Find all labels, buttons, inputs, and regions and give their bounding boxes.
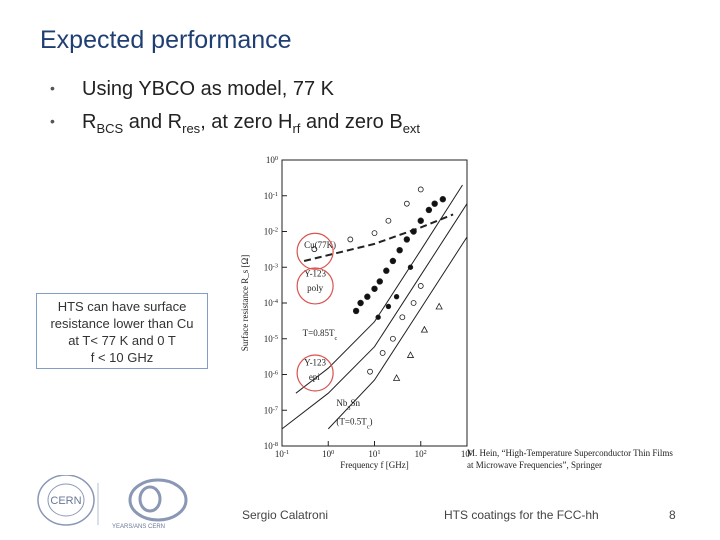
callout-line: at T< 77 K and 0 T <box>68 333 176 348</box>
data-point <box>425 206 433 214</box>
callout-line: f < 10 GHz <box>90 350 154 365</box>
callout-line: HTS can have surface <box>57 299 187 314</box>
data-point <box>392 374 401 381</box>
annotation-cu: Cu(77K) <box>304 240 336 250</box>
annotation-yepi: epi <box>309 372 320 382</box>
x-axis-label: Frequency f [GHz] <box>340 460 408 470</box>
cern-logo-text: CERN <box>50 495 81 507</box>
data-point <box>407 264 414 270</box>
data-point <box>396 246 403 254</box>
data-point <box>347 236 354 243</box>
y-tick-label: 10-1 <box>264 190 278 201</box>
data-point <box>311 246 318 253</box>
y-axis-label: Surface resistance R_s [Ω] <box>240 255 250 351</box>
data-point <box>410 228 417 235</box>
data-point <box>352 307 360 315</box>
y-tick-label: 10-8 <box>264 441 278 452</box>
y-tick-label: 10-7 <box>264 405 278 416</box>
page-number: 8 <box>669 508 676 522</box>
annotation-ypoly: poly <box>307 283 324 293</box>
data-point <box>379 350 386 356</box>
annotation-ypoly: Y-123 <box>304 269 326 279</box>
curve-3 <box>327 236 468 430</box>
data-point <box>367 368 373 375</box>
logos: CERN YEARS/ANS CERN <box>37 475 188 530</box>
data-point <box>420 325 429 333</box>
data-point <box>364 293 371 300</box>
data-point <box>385 303 392 310</box>
data-point <box>389 257 397 265</box>
y-tick-label: 10-2 <box>264 226 278 237</box>
reference-citation: M. Hein, “High-Temperature Superconducto… <box>467 448 673 470</box>
data-point <box>417 217 424 224</box>
annotation-yepi: Y-123 <box>304 357 326 367</box>
callout-box: HTS can have surface resistance lower th… <box>36 293 208 369</box>
data-point <box>371 230 378 237</box>
x-tick-label: 101 <box>368 449 380 460</box>
bullet-text: RBCS and Rres, at zero Hrf and zero Bext <box>82 111 421 136</box>
annotation-nb3sn: Nb3Sn <box>336 398 360 412</box>
data-point <box>431 200 438 207</box>
slide-title: Expected performance <box>40 26 292 54</box>
curve-2 <box>281 203 468 430</box>
anniversary-logo: YEARS/ANS CERN <box>112 478 188 530</box>
data-point <box>417 186 424 193</box>
anniversary-logo-text: YEARS/ANS CERN <box>112 524 165 530</box>
data-point <box>399 314 406 321</box>
data-point <box>403 200 410 207</box>
data-point <box>417 283 424 289</box>
bullet-dot: • <box>50 113 55 129</box>
bullet-text: Using YBCO as model, 77 K <box>82 78 334 100</box>
data-point <box>375 314 381 320</box>
data-point <box>371 285 378 292</box>
bullet-dot: • <box>50 80 55 96</box>
data-point <box>435 302 443 310</box>
y-tick-label: 10-5 <box>264 333 278 344</box>
data-point <box>406 351 415 358</box>
annotation-nb3sn: (T=0.5Tc) <box>336 416 372 430</box>
data-point <box>410 300 417 306</box>
data-point <box>393 294 400 300</box>
highlight-circle <box>296 267 334 305</box>
curve-1 <box>295 184 463 394</box>
x-tick-label: 10-1 <box>275 449 289 460</box>
cern-logo: CERN <box>37 475 95 526</box>
x-tick-label: 100 <box>322 449 334 460</box>
annotation-t085: T=0.85Tc <box>303 328 338 342</box>
data-point <box>390 335 396 342</box>
y-tick-label: 10-3 <box>264 262 278 273</box>
data-point <box>376 278 383 285</box>
footer-author: Sergio Calatroni <box>242 508 329 522</box>
footer-event: HTS coatings for the FCC-hh <box>444 508 599 522</box>
y-tick-label: 10-6 <box>264 369 278 380</box>
data-point <box>439 196 447 203</box>
y-tick-label: 10-4 <box>264 298 279 309</box>
curve-0 <box>303 213 454 262</box>
callout-line: resistance lower than Cu <box>50 316 194 331</box>
x-tick-label: 102 <box>415 449 427 460</box>
y-tick-label: 100 <box>266 155 278 166</box>
data-point <box>403 236 411 243</box>
highlight-circle <box>296 354 334 392</box>
data-point <box>357 299 364 307</box>
highlight-circle <box>296 232 334 270</box>
x-tick-label: 103 <box>461 449 472 460</box>
data-point <box>385 217 392 224</box>
data-point <box>383 267 390 274</box>
